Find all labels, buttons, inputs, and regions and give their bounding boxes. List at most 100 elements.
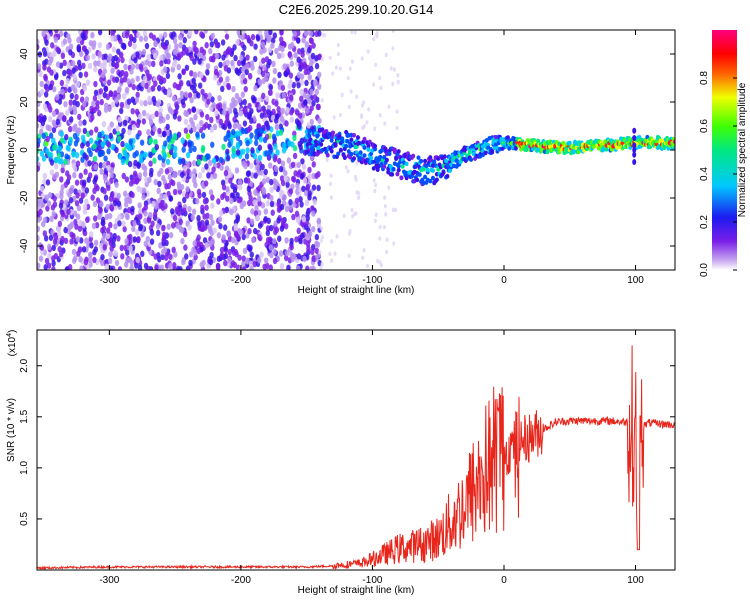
spectrogram-cell (309, 37, 314, 45)
snr-y-tick-label: 1.0 (19, 460, 30, 474)
spectrogram-cell (251, 236, 256, 244)
spectrogram-cell (153, 253, 158, 260)
spectrogram-cell (254, 128, 259, 136)
spectrogram-cell (78, 172, 83, 180)
spectrogram-cell (288, 198, 293, 206)
spectrogram-cell (165, 113, 171, 121)
spectrogram-cell (269, 251, 274, 259)
spectrogram-cell (200, 204, 205, 212)
spectrogram-cell (296, 30, 301, 37)
spectrogram-cell (155, 101, 161, 108)
spectrogram-cell (85, 79, 91, 86)
spectrogram-cell (133, 57, 138, 64)
spectrogram-cell (262, 47, 267, 54)
spectrogram-cell (152, 211, 158, 218)
spectrogram-cell (187, 92, 193, 99)
spectrogram-cell (344, 143, 349, 149)
spectrogram-cell (260, 163, 265, 171)
spectrogram-cell (161, 161, 166, 168)
spectrogram-cell (140, 80, 146, 88)
spectrogram-cell (117, 266, 123, 270)
spectrogram-cell (156, 85, 162, 92)
spectrogram-cell (372, 36, 376, 42)
spectrogram-cell (156, 187, 161, 195)
spectrogram-cell (92, 215, 98, 222)
spectrogram-cell (188, 146, 193, 154)
spectrogram-cell (162, 152, 167, 159)
spectrogram-cell (421, 167, 426, 172)
spectrogram-cell (37, 122, 40, 129)
spectrogram-cell (137, 213, 143, 220)
spectrogram-cell (235, 130, 240, 137)
spectrogram-cell (430, 168, 435, 173)
spectrogram-cell (288, 72, 294, 79)
spectrogram-cell (267, 46, 273, 54)
spectrogram-cell (100, 71, 106, 79)
spectrogram-cell (373, 143, 378, 149)
spectrogram-cell (64, 133, 69, 141)
spectrogram-cell (114, 146, 119, 154)
spectrogram-cell (63, 237, 69, 245)
spectrogram-cell (366, 143, 371, 149)
spectrogram-cell (483, 150, 488, 156)
spectrogram-cell (226, 46, 232, 53)
spectrogram-cell (396, 73, 400, 78)
spectrogram-cell (94, 126, 99, 133)
spectrogram-cell (227, 248, 232, 256)
spectrogram-cell (383, 121, 387, 126)
spectrogram-cell (70, 60, 76, 67)
spectrogram-cell (153, 40, 158, 48)
spectrogram-cell (134, 108, 140, 115)
spectrogram-cell (167, 173, 173, 181)
spectrogram-cell (104, 213, 110, 221)
spectrogram-cell (253, 55, 258, 63)
spectrogram-cell (383, 195, 387, 200)
spectrogram-cell (302, 177, 308, 184)
spectrogram-cell (225, 195, 230, 202)
spectrogram-cell (231, 97, 236, 104)
spectrogram-cell (428, 178, 433, 184)
spectrogram-cell (392, 67, 396, 72)
spectrogram-cell (178, 34, 183, 41)
spectrogram-cell (101, 120, 107, 128)
spectrogram-cell (97, 42, 102, 49)
spectrogram-cell (156, 256, 162, 263)
colorbar: 0.0 0.2 0.4 0.6 0.8 Normalized spectral ampl… (699, 30, 748, 277)
spectrogram-cell (425, 167, 430, 173)
spectrogram-cell (391, 166, 396, 172)
spectrogram-cell (284, 249, 290, 257)
spectrogram-cell (369, 155, 374, 161)
spectrogram-cell (99, 259, 105, 267)
spectrogram-cell (98, 207, 103, 214)
spectrogram-cell (286, 157, 292, 164)
spectrogram-cell (355, 94, 359, 99)
spectrogram-cell (51, 110, 57, 117)
spectrogram-cell (113, 250, 119, 257)
spectrogram-cell (321, 234, 325, 240)
spectrogram-cell (271, 133, 277, 141)
spectrogram-cell (182, 230, 188, 238)
spectrogram-cell (68, 196, 74, 204)
spectrogram-cell (165, 130, 170, 137)
spectrogram-cell (269, 178, 274, 186)
spectrogram-cell (163, 88, 168, 96)
spectrogram-cell (183, 127, 189, 134)
spectrogram-cell (173, 48, 178, 56)
spectrogram-cell (490, 149, 495, 155)
spectrogram-cell (203, 92, 208, 100)
spectrogram-cell (195, 131, 200, 138)
spectrogram-cell (154, 110, 159, 118)
spectrogram-cell (215, 262, 221, 270)
spectrogram-cell (141, 118, 147, 125)
spectrogram-cell (37, 262, 41, 270)
spectrogram-cell (312, 94, 318, 101)
spectrogram-cell (168, 195, 174, 202)
spectrogram-cell (317, 30, 322, 37)
spectrogram-cell (117, 85, 122, 93)
spectrogram-cell (383, 204, 387, 209)
spectrogram-cell (181, 146, 186, 153)
spectrogram-cell (242, 120, 248, 127)
spectrogram-cell (301, 163, 307, 170)
spectrogram-cell (296, 161, 301, 169)
spectrogram-cell (197, 82, 203, 89)
